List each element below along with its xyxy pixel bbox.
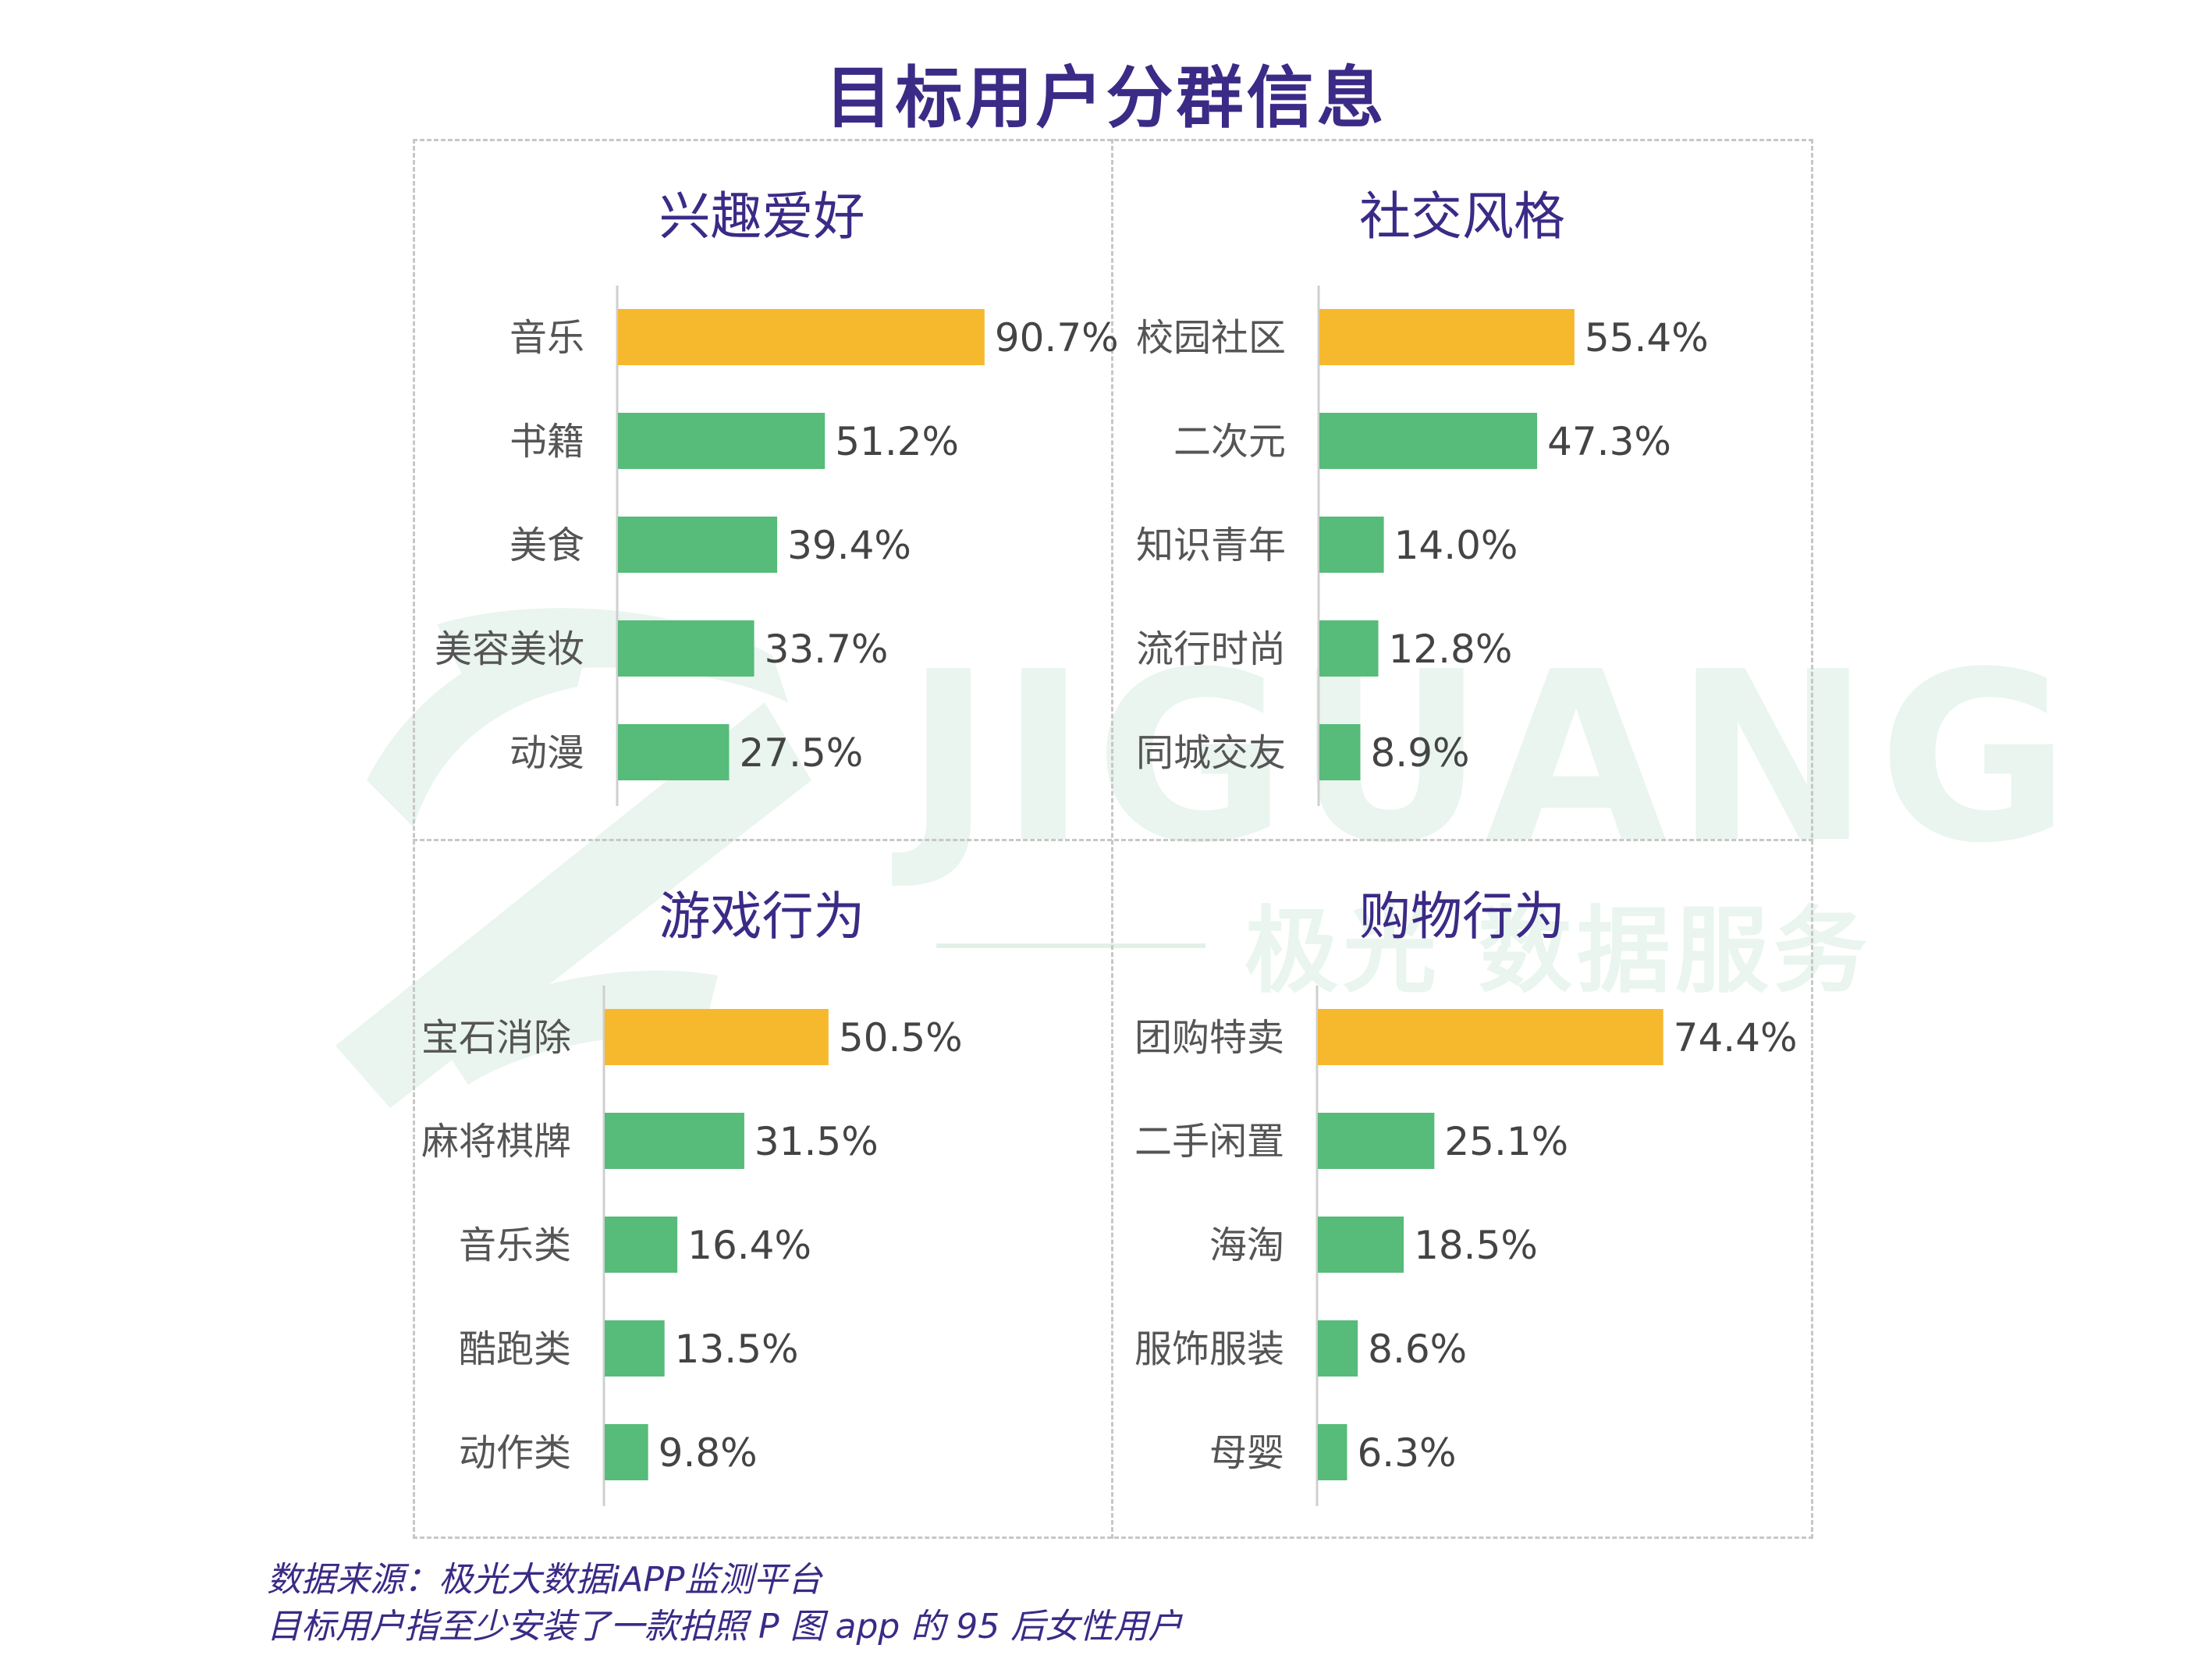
footnote-definition: 目标用户指至少安装了一款拍照 P 图 app 的 95 后女性用户 [267,1607,1183,1647]
bar [1319,620,1379,677]
panel-title: 购物行为 [1359,886,1565,947]
category-label: 海淘 [1209,1224,1284,1267]
data-label: 33.7% [765,627,889,672]
data-label: 8.6% [1368,1327,1467,1372]
data-label: 51.2% [835,419,959,464]
bar [1319,309,1575,365]
panel-title: 社交风格 [1359,187,1565,247]
data-label: 39.4% [787,523,911,568]
bar [1318,1320,1358,1377]
data-label: 18.5% [1414,1223,1538,1268]
category-label: 知识青年 [1136,524,1286,567]
category-label: 同城交友 [1136,731,1286,775]
category-label: 流行时尚 [1136,627,1286,671]
category-label: 书籍 [510,420,584,464]
bar [618,413,826,469]
bar [605,1424,648,1480]
bar [618,724,730,780]
bar [1318,1217,1404,1273]
bar [1319,413,1538,469]
data-label: 90.7% [995,315,1119,361]
data-label: 6.3% [1357,1430,1456,1476]
page-title: 目标用户分群信息 [825,59,1387,137]
category-label: 服饰服装 [1134,1327,1284,1371]
bar [618,309,985,365]
bar [605,1113,744,1169]
data-label: 14.0% [1394,523,1518,568]
panel-divider-horizontal [413,839,1813,841]
category-label: 母婴 [1209,1431,1284,1475]
data-label: 27.5% [739,730,863,776]
data-label: 55.4% [1585,315,1709,361]
data-label: 74.4% [1674,1015,1798,1060]
category-label: 动作类 [459,1431,571,1475]
bar [1318,1009,1663,1065]
category-label: 美容美妆 [435,627,584,671]
category-label: 音乐类 [459,1224,571,1267]
bar [618,517,778,573]
category-label: 酷跑类 [459,1327,571,1371]
data-label: 12.8% [1389,627,1513,672]
data-label: 31.5% [754,1119,879,1164]
data-label: 13.5% [675,1327,799,1372]
category-label: 麻将棋牌 [421,1120,571,1163]
category-label: 宝石消除 [421,1016,571,1060]
category-label: 二次元 [1173,420,1286,464]
bar [605,1009,829,1065]
bar [1318,1113,1435,1169]
bar [1319,517,1384,573]
panel-title: 游戏行为 [659,886,865,947]
data-label: 50.5% [839,1015,963,1060]
bar [605,1320,665,1377]
panel-title: 兴趣爱好 [659,187,865,247]
category-label: 校园社区 [1136,316,1286,360]
footnote-source: 数据来源：极光大数据iAPP监测平台 [267,1560,822,1600]
bar [1319,724,1361,780]
data-label: 47.3% [1547,419,1671,464]
bar [1318,1424,1347,1480]
category-label: 音乐 [510,316,584,360]
data-label: 8.9% [1371,730,1470,776]
category-label: 美食 [510,524,584,567]
category-label: 二手闲置 [1134,1120,1284,1163]
bar [605,1217,678,1273]
category-label: 动漫 [510,731,584,775]
data-label: 16.4% [687,1223,811,1268]
category-label: 团购特卖 [1134,1016,1284,1060]
data-label: 25.1% [1444,1119,1568,1164]
data-label: 9.8% [659,1430,758,1476]
bar [618,620,754,677]
